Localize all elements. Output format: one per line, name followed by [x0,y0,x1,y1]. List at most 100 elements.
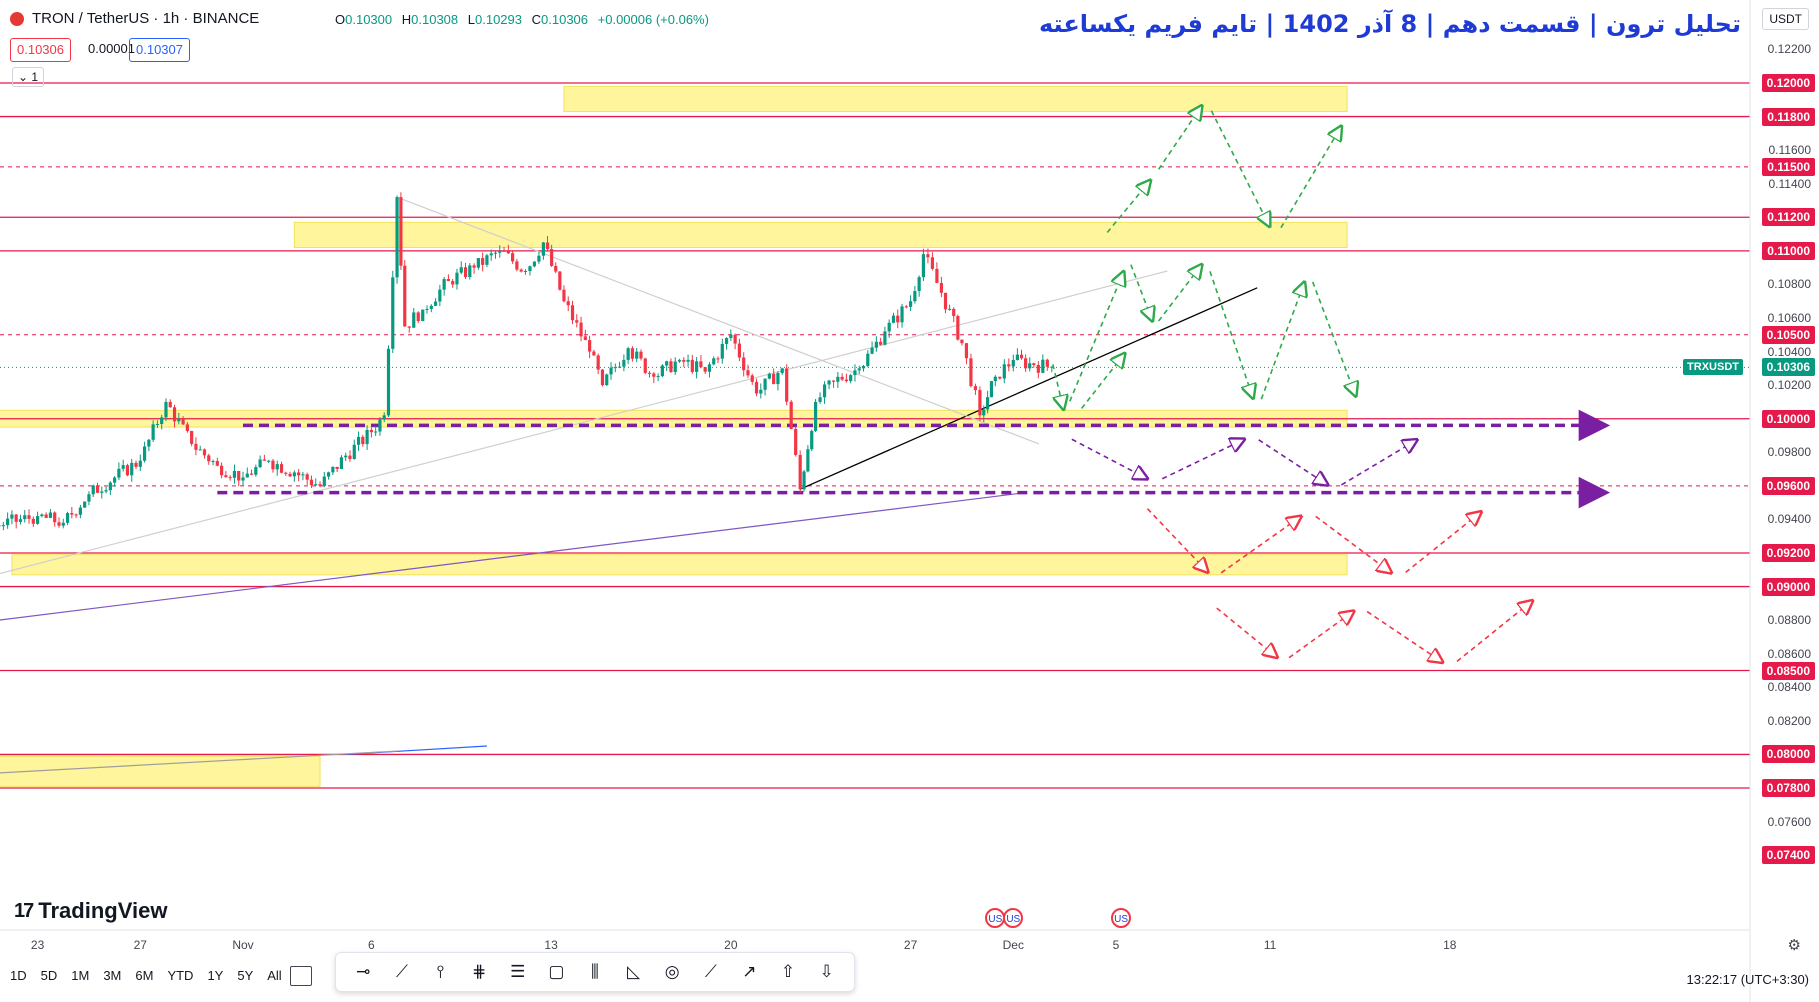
currency-selector[interactable]: USDT [1762,8,1809,30]
candle-up [40,514,44,517]
circle-tool-icon[interactable]: ◎ [664,962,680,981]
range-button[interactable]: 1Y [207,968,224,983]
candle-up [883,331,887,345]
candle-down [844,379,848,382]
candle-down [939,283,943,293]
range-button[interactable]: All [267,968,282,983]
us-flag-event-icon[interactable]: US [1003,908,1024,928]
arrow-down-tool-icon[interactable]: ⇩ [819,962,834,981]
symbol-label[interactable]: TRON / TetherUS · 1h · BINANCE [32,10,260,27]
symbol-header[interactable]: TRON / TetherUS · 1h · BINANCE [10,10,259,27]
vertical-line-tool-icon[interactable]: ⫯ [436,962,445,981]
range-selector[interactable]: 1D 5D 1M 3M 6M YTD 1Y 5Y All [10,968,282,983]
candle-up [532,261,537,267]
candle-up [365,429,369,445]
price-axis-label: 0.12200 [1767,42,1811,57]
candle-down [798,454,802,490]
pitchfork-tool-icon[interactable]: ⫼ [591,962,599,981]
candle-down [596,355,600,370]
candle-down [930,257,935,269]
candle-up [356,436,361,445]
candle-down [279,464,284,473]
candle-down [969,358,973,387]
candle-up [857,368,861,371]
candle-up [802,471,806,490]
candle-up [1028,363,1032,369]
drawing-toolbar[interactable]: ⊸ ⟋ ⫯ ⋕ ☰ ▢ ⫼ ◺ ◎ ⟋ ↗ ⇧ ⇩ [335,952,855,992]
time-axis-label: 13 [544,938,558,952]
time-axis-label: 23 [30,938,45,952]
candle-up [613,367,617,369]
candle-down [566,301,570,306]
us-flag-event-icon[interactable]: US [1111,908,1132,928]
candle-up [695,361,699,372]
parallel-channel-tool-icon[interactable]: ⋕ [472,962,487,981]
price-axis-label: 0.10400 [1767,344,1811,359]
candle-up [113,477,117,483]
horizontal-ray-tool-icon[interactable]: ⊸ [356,962,371,981]
trend-lines-layer [0,196,1611,774]
time-axis-label: 20 [724,938,738,952]
candle-down [879,341,883,345]
close-value: 0.10306 [541,12,589,27]
price-axis-label: 0.10500 [1761,325,1815,344]
range-button[interactable]: 3M [103,968,122,983]
buy-price-button[interactable]: 0.10307 [129,38,190,62]
fib-tool-icon[interactable]: ☰ [510,962,526,981]
candle-up [301,474,305,476]
clock[interactable]: 13:22:17 (UTC+3:30) [1686,972,1809,987]
candle-up [61,522,65,526]
candle-down [284,472,288,474]
price-axis-label: 0.11400 [1768,176,1812,191]
candle-up [849,375,853,382]
brush-tool-icon[interactable]: ⟋ [704,962,717,981]
candle-up [395,197,399,278]
sell-price-button[interactable]: 0.10306 [10,38,71,62]
candle-up [626,348,630,360]
green-scenario-arrow [1260,282,1304,400]
candle-up [982,409,986,416]
gear-icon[interactable]: ⚙ [1787,937,1801,954]
time-axis-label: 27 [133,938,147,952]
candle-up [813,401,818,431]
candle-down [181,419,185,425]
triangle-tool-icon[interactable]: ◺ [627,962,641,981]
trend-line-tool-icon[interactable]: ⟋ [395,962,408,981]
candle-down [125,465,130,476]
arrow-up-tool-icon[interactable]: ⇧ [780,962,796,981]
candle-up [142,446,147,461]
collapse-button[interactable]: ⌄ 1 [12,67,44,87]
range-button[interactable]: YTD [167,968,194,983]
ohlc-readout: O0.10300 H0.10308 L0.10293 C0.10306 +0.0… [335,12,715,27]
candle-down [545,242,550,250]
calendar-icon[interactable] [290,966,312,986]
price-axis-label: 0.10200 [1767,378,1811,393]
rectangle-tool-icon[interactable]: ▢ [548,962,565,981]
candle-up [378,419,382,432]
candle-up [10,514,14,519]
candle-down [481,258,485,265]
candle-up [836,376,840,382]
range-button[interactable]: 1D [10,968,27,983]
range-button[interactable]: 6M [135,968,154,983]
range-button[interactable]: 1M [71,968,90,983]
candle-down [1045,359,1049,367]
candle-down [772,373,776,385]
red-scenario-arrow [1146,508,1207,572]
arrow-tool-icon[interactable]: ↗ [742,962,757,981]
candle-up [438,289,442,302]
price-axis-label: 0.09200 [1761,544,1815,562]
scenario-arrows-layer [1052,106,1533,662]
candle-down [592,351,596,356]
candle-up [164,401,168,418]
candle-down [399,197,403,266]
candle-down [44,514,48,518]
candle-down [562,289,566,302]
candle-up [707,364,712,372]
range-button[interactable]: 5D [40,968,58,983]
zones-layer [0,85,1348,787]
time-axis-label: 5 [1112,938,1120,952]
candle-up [108,482,112,491]
range-button[interactable]: 5Y [237,968,254,983]
